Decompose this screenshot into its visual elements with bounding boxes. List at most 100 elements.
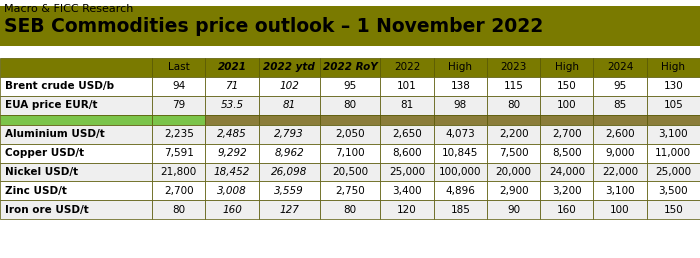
Text: 2022: 2022 (394, 62, 420, 72)
Text: 7,100: 7,100 (335, 148, 365, 158)
Text: 2,485: 2,485 (217, 129, 247, 139)
FancyBboxPatch shape (152, 77, 205, 96)
FancyBboxPatch shape (152, 144, 205, 163)
FancyBboxPatch shape (0, 58, 152, 77)
FancyBboxPatch shape (540, 163, 594, 181)
FancyBboxPatch shape (594, 200, 647, 219)
FancyBboxPatch shape (540, 96, 594, 115)
Text: 100: 100 (610, 205, 630, 215)
FancyBboxPatch shape (152, 115, 205, 125)
Text: 79: 79 (172, 100, 186, 110)
FancyBboxPatch shape (594, 163, 647, 181)
Text: 20,500: 20,500 (332, 167, 368, 177)
Text: 4,896: 4,896 (445, 186, 475, 196)
FancyBboxPatch shape (594, 58, 647, 77)
Text: 98: 98 (454, 100, 467, 110)
FancyBboxPatch shape (205, 181, 259, 200)
FancyBboxPatch shape (434, 163, 487, 181)
FancyBboxPatch shape (594, 181, 647, 200)
Text: 7,500: 7,500 (499, 148, 528, 158)
FancyBboxPatch shape (434, 115, 487, 125)
Text: 130: 130 (664, 81, 683, 91)
Text: 101: 101 (397, 81, 417, 91)
Text: 4,073: 4,073 (445, 129, 475, 139)
Text: 80: 80 (172, 205, 186, 215)
FancyBboxPatch shape (152, 58, 205, 77)
Text: 10,845: 10,845 (442, 148, 479, 158)
Text: EUA price EUR/t: EUA price EUR/t (5, 100, 97, 110)
FancyBboxPatch shape (152, 163, 205, 181)
FancyBboxPatch shape (152, 96, 205, 115)
Text: High: High (555, 62, 579, 72)
Text: 85: 85 (613, 100, 626, 110)
FancyBboxPatch shape (594, 125, 647, 144)
Text: 2,700: 2,700 (164, 186, 194, 196)
Text: 80: 80 (507, 100, 520, 110)
FancyBboxPatch shape (380, 115, 434, 125)
Text: Brent crude USD/b: Brent crude USD/b (5, 81, 114, 91)
Text: 120: 120 (397, 205, 417, 215)
FancyBboxPatch shape (205, 200, 259, 219)
FancyBboxPatch shape (0, 6, 700, 46)
Text: 20,000: 20,000 (496, 167, 531, 177)
FancyBboxPatch shape (320, 163, 380, 181)
Text: 18,452: 18,452 (214, 167, 251, 177)
Text: 25,000: 25,000 (655, 167, 692, 177)
FancyBboxPatch shape (152, 200, 205, 219)
FancyBboxPatch shape (205, 163, 259, 181)
FancyBboxPatch shape (259, 125, 320, 144)
Text: SEB Commodities price outlook – 1 November 2022: SEB Commodities price outlook – 1 Novemb… (4, 17, 542, 36)
FancyBboxPatch shape (434, 125, 487, 144)
Text: 2,235: 2,235 (164, 129, 194, 139)
FancyBboxPatch shape (320, 144, 380, 163)
Text: 90: 90 (507, 205, 520, 215)
Text: 2,200: 2,200 (499, 129, 528, 139)
FancyBboxPatch shape (205, 77, 259, 96)
FancyBboxPatch shape (487, 181, 540, 200)
Text: Copper USD/t: Copper USD/t (5, 148, 84, 158)
FancyBboxPatch shape (320, 96, 380, 115)
FancyBboxPatch shape (434, 144, 487, 163)
FancyBboxPatch shape (259, 58, 320, 77)
FancyBboxPatch shape (647, 181, 700, 200)
Text: 102: 102 (279, 81, 299, 91)
FancyBboxPatch shape (540, 200, 594, 219)
FancyBboxPatch shape (647, 77, 700, 96)
FancyBboxPatch shape (434, 77, 487, 96)
Text: Aluminium USD/t: Aluminium USD/t (5, 129, 105, 139)
FancyBboxPatch shape (380, 200, 434, 219)
FancyBboxPatch shape (434, 181, 487, 200)
FancyBboxPatch shape (380, 96, 434, 115)
Text: 8,500: 8,500 (552, 148, 582, 158)
Text: 3,100: 3,100 (606, 186, 635, 196)
FancyBboxPatch shape (594, 77, 647, 96)
Text: 3,200: 3,200 (552, 186, 582, 196)
FancyBboxPatch shape (320, 125, 380, 144)
Text: 3,008: 3,008 (217, 186, 247, 196)
Text: 3,559: 3,559 (274, 186, 304, 196)
FancyBboxPatch shape (594, 96, 647, 115)
Text: 138: 138 (450, 81, 470, 91)
Text: 127: 127 (279, 205, 299, 215)
Text: 81: 81 (283, 100, 296, 110)
Text: 3,500: 3,500 (659, 186, 688, 196)
Text: 80: 80 (344, 205, 356, 215)
FancyBboxPatch shape (647, 125, 700, 144)
FancyBboxPatch shape (205, 115, 259, 125)
Text: 2023: 2023 (500, 62, 527, 72)
FancyBboxPatch shape (487, 115, 540, 125)
Text: 81: 81 (400, 100, 414, 110)
Text: Zinc USD/t: Zinc USD/t (5, 186, 66, 196)
FancyBboxPatch shape (205, 144, 259, 163)
Text: 185: 185 (450, 205, 470, 215)
FancyBboxPatch shape (434, 200, 487, 219)
FancyBboxPatch shape (540, 181, 594, 200)
FancyBboxPatch shape (320, 58, 380, 77)
FancyBboxPatch shape (487, 77, 540, 96)
Text: Nickel USD/t: Nickel USD/t (5, 167, 78, 177)
FancyBboxPatch shape (259, 181, 320, 200)
FancyBboxPatch shape (647, 115, 700, 125)
FancyBboxPatch shape (259, 163, 320, 181)
Text: 26,098: 26,098 (271, 167, 307, 177)
Text: 2022 ytd: 2022 ytd (263, 62, 315, 72)
